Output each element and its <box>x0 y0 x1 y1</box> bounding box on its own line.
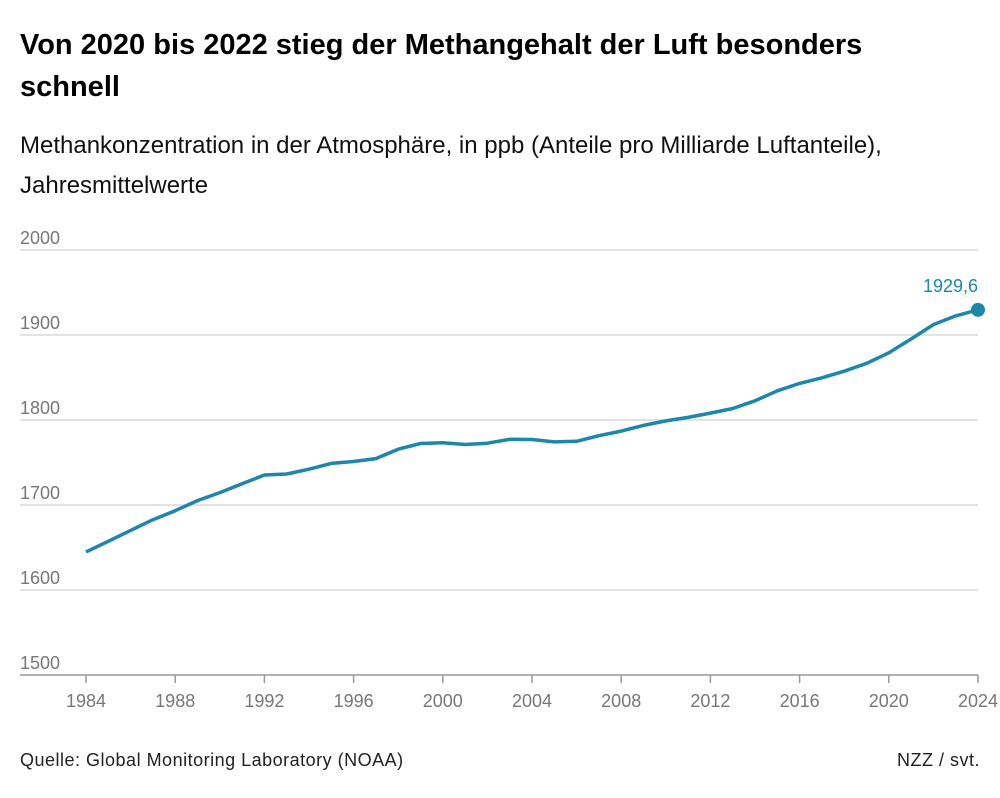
methane-line <box>85 308 979 554</box>
x-tick-label: 2008 <box>601 691 641 711</box>
x-tick-label: 2000 <box>423 691 463 711</box>
x-tick-label: 2016 <box>780 691 820 711</box>
x-tick-label: 2012 <box>690 691 730 711</box>
y-tick-label: 1700 <box>20 483 60 503</box>
chart-subtitle: Methankonzentration in der Atmosphäre, i… <box>20 132 882 199</box>
end-value-label: 1929,6 <box>923 276 978 296</box>
y-tick-label: 1600 <box>20 568 60 588</box>
source-note: Quelle: Global Monitoring Laboratory (NO… <box>20 750 404 770</box>
x-tick-label: 2004 <box>512 691 552 711</box>
credit: NZZ / svt. <box>897 750 980 770</box>
y-tick-label: 1900 <box>20 313 60 333</box>
y-tick-label: 1800 <box>20 398 60 418</box>
x-tick-label: 1996 <box>334 691 374 711</box>
y-tick-label: 1500 <box>20 653 60 673</box>
x-tick-label: 1992 <box>244 691 284 711</box>
x-tick-label: 1988 <box>155 691 195 711</box>
x-tick-label: 2020 <box>869 691 909 711</box>
y-tick-label: 2000 <box>20 228 60 248</box>
x-tick-label: 2024 <box>958 691 998 711</box>
chart-title: Von 2020 bis 2022 stieg der Methangehalt… <box>20 29 863 103</box>
end-point <box>971 302 985 317</box>
x-tick-label: 1984 <box>66 691 106 711</box>
